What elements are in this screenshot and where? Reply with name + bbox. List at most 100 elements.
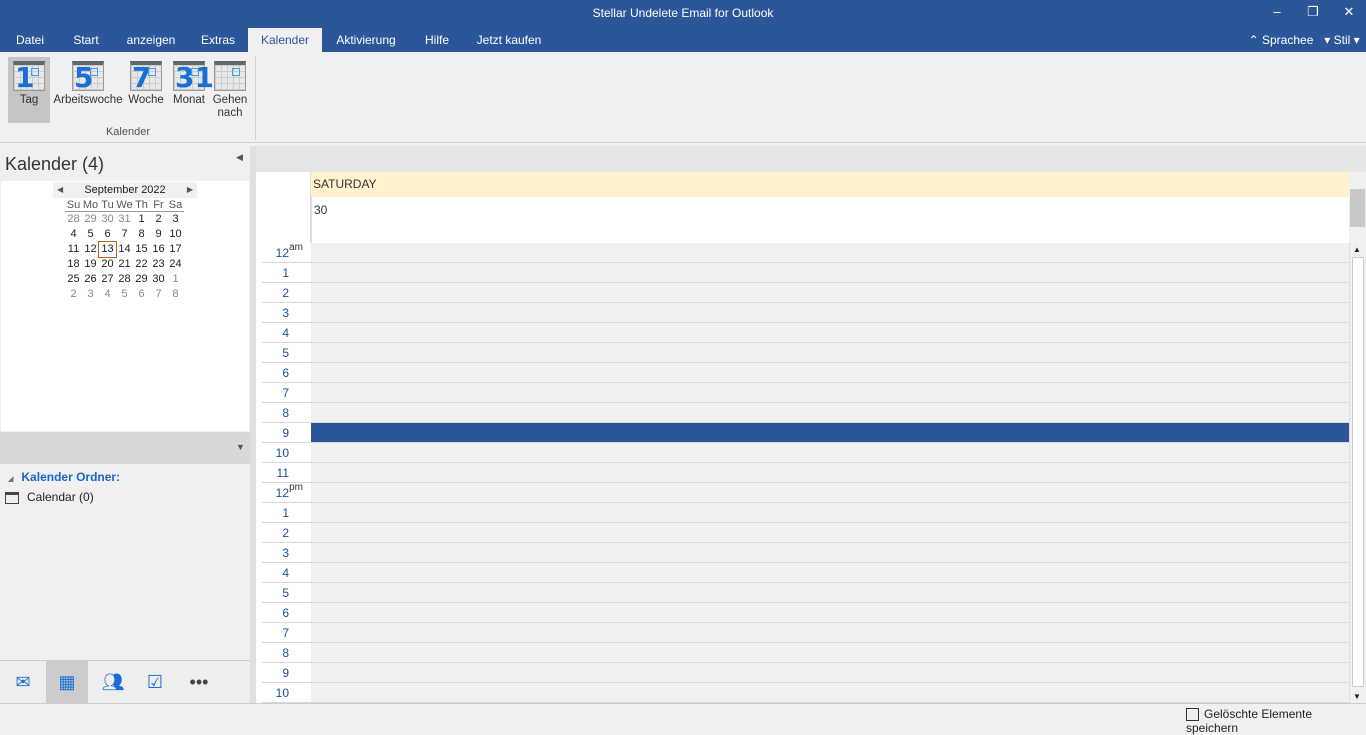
more-icon[interactable]: ••• [189,671,209,692]
day-cell[interactable]: 5 [121,288,128,300]
tasks-icon[interactable]: ☑ [146,671,164,692]
people-icon[interactable]: 👥︎ [101,671,125,692]
day-cell[interactable]: 5 [87,228,94,240]
hour-slot[interactable] [311,463,1349,483]
day-cell[interactable]: 29 [84,213,97,226]
day-cell[interactable]: 29 [135,273,148,285]
prev-month-icon[interactable]: ◀ [57,185,64,194]
day-cell[interactable]: 21 [118,258,131,270]
day-cell[interactable]: 10 [169,228,182,240]
hour-slot[interactable] [311,663,1349,683]
day-cell[interactable]: 30 [101,213,114,226]
hour-slot[interactable] [311,383,1349,403]
day-cell[interactable]: 11 [67,243,80,255]
grid-scrollbar[interactable]: ▲ ▼ [1349,243,1366,703]
hour-slot[interactable] [311,243,1349,263]
workweek-view-button[interactable]: 5 Arbeitswoche [52,57,124,123]
date-cell[interactable]: 30 [311,197,1349,243]
splitter[interactable] [250,146,256,703]
day-cell[interactable]: 2 [70,288,77,300]
day-cell[interactable]: 18 [67,258,80,270]
hour-slot[interactable] [311,583,1349,603]
tab-anzeigen[interactable]: anzeigen [126,33,176,47]
tab-aktivierung[interactable]: Aktivierung [336,33,396,47]
day-cell[interactable]: 27 [101,273,114,285]
hour-slot[interactable] [311,483,1349,503]
day-cell[interactable]: 1 [138,213,145,226]
collapse-pane-icon[interactable]: ◀ [236,152,243,162]
day-cell[interactable]: 3 [87,288,94,300]
day-cell[interactable]: 12 [84,243,97,255]
tab-extras[interactable]: Extras [200,33,235,47]
day-cell[interactable]: 7 [155,288,162,300]
day-cell[interactable]: 6 [104,228,111,240]
hour-slot[interactable] [311,323,1349,343]
day-cell[interactable]: 28 [118,273,131,285]
day-cell[interactable]: 30 [152,273,165,285]
hour-slot[interactable] [311,263,1349,283]
day-view-button[interactable]: 1 Tag [8,57,50,123]
day-cell[interactable]: 19 [84,258,97,270]
next-month-icon[interactable]: ▶ [186,185,193,194]
day-cell[interactable]: 16 [152,243,165,255]
day-cell[interactable]: 22 [135,258,148,270]
close-button[interactable]: ✕ [1343,4,1355,19]
chevron-down-icon[interactable]: ▼ [236,442,245,452]
day-cell[interactable]: 17 [169,243,182,255]
hour-slot[interactable] [311,683,1349,703]
tab-start[interactable]: Start [73,33,99,47]
day-cell[interactable]: 9 [155,228,162,240]
hour-slot[interactable] [311,503,1349,523]
tab-datei[interactable]: Datei [15,33,44,47]
day-cell[interactable]: 6 [138,288,145,300]
day-cell[interactable]: 3 [172,213,179,226]
hour-slot[interactable] [311,623,1349,643]
day-cell[interactable]: 1 [172,273,179,285]
tab-hilfe[interactable]: Hilfe [424,33,449,47]
minimize-button[interactable]: – [1273,4,1281,19]
tab-jetzt-kaufen[interactable]: Jetzt kaufen [476,33,542,47]
hour-slot[interactable] [311,283,1349,303]
day-cell[interactable]: 4 [104,288,111,300]
folder-header[interactable]: ◢ Kalender Ordner: [8,470,121,484]
day-cell[interactable]: 14 [118,243,131,255]
hour-slot[interactable] [311,643,1349,663]
save-deleted-button[interactable]: Gelöschte Elemente speichern [1186,707,1366,735]
restore-button[interactable]: ❐ [1307,4,1319,19]
language-menu[interactable]: ⌃ Sprachee [1248,33,1314,47]
folder-item-calendar[interactable]: Calendar (0) [5,490,94,504]
pane-splitter[interactable]: ▼ [0,432,250,464]
go-to-button[interactable]: Gehen nach [210,57,250,133]
hour-slot[interactable] [311,563,1349,583]
calendar-icon[interactable]: ▦ [46,661,88,703]
month-view-button[interactable]: 31 Monat [169,57,214,123]
day-cell[interactable]: 8 [138,228,145,240]
hour-slot[interactable] [311,363,1349,383]
hour-slot[interactable] [311,403,1349,423]
day-cell[interactable]: 25 [67,273,80,285]
day-cell[interactable]: 26 [84,273,97,285]
day-cell[interactable]: 24 [169,258,182,270]
day-cell[interactable]: 7 [121,228,128,240]
mail-icon[interactable]: ✉ [15,671,31,692]
day-cell[interactable]: 2 [155,213,162,226]
day-cell[interactable]: 8 [172,288,179,300]
hour-slot[interactable] [311,303,1349,323]
day-cell[interactable]: 23 [152,258,165,270]
hour-slot[interactable] [311,343,1349,363]
hour-slot[interactable] [311,423,1349,443]
hour-slot[interactable] [311,443,1349,463]
day-cell[interactable]: 31 [118,213,131,226]
hour-slot[interactable] [311,543,1349,563]
day-cell[interactable]: 28 [67,213,80,226]
day-cell[interactable]: 20 [101,258,114,270]
style-menu[interactable]: ▾ Stil ▾ [1324,33,1360,47]
week-view-button[interactable]: 7 Woche [126,57,166,123]
hour-slot[interactable] [311,603,1349,623]
day-cell[interactable]: 4 [70,228,77,240]
day-cell[interactable]: 13 [98,240,117,258]
header-scrollbar[interactable] [1349,172,1366,243]
tab-kalender[interactable]: Kalender [248,28,322,52]
day-cell[interactable]: 15 [135,243,148,255]
hour-slot[interactable] [311,523,1349,543]
